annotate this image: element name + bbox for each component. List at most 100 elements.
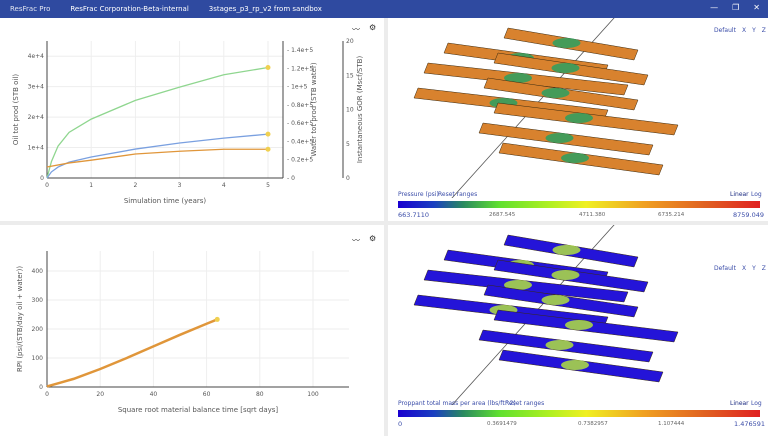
minimize-button[interactable]: — — [710, 3, 719, 12]
view-controls-bottom: Default X Y Z — [714, 265, 766, 272]
water-tick-label: - 1e+5 — [287, 84, 308, 91]
fracture-highlight — [552, 38, 581, 48]
proppant-colorbar — [398, 410, 760, 417]
y-tick-label: 4e+4 — [28, 53, 45, 60]
x-tick-label: 5 — [266, 182, 270, 189]
gear-icon[interactable]: ⚙ — [369, 23, 377, 32]
colorbar-tick: 0.3691479 — [487, 421, 517, 427]
x-tick-label: 2 — [133, 182, 137, 189]
x-tick-label: 60 — [203, 391, 211, 398]
x-axis-title: Simulation time (years) — [124, 197, 207, 205]
x-tick-label: 100 — [307, 391, 319, 398]
reset-ranges-button[interactable]: Reset ranges — [438, 191, 478, 198]
colorbar-tick: 0.7382957 — [578, 421, 608, 427]
pressure-colorbar — [398, 201, 760, 208]
gor-tick-label: 0 — [346, 175, 350, 182]
gor-tick-label: 15 — [346, 72, 354, 79]
water-tick-label: - 0.2e+5 — [287, 157, 313, 164]
y-tick-label: 400 — [32, 268, 44, 275]
default-view-button[interactable]: Default — [714, 27, 736, 34]
series-line-gor — [46, 148, 268, 168]
water-axis-title: Water tot prod (STB water) — [310, 62, 318, 156]
rpi-chart[interactable]: 0 20 40 60 80 100 0 100 200 300 400 Square root mat… — [0, 225, 384, 436]
fracture-highlight — [545, 133, 574, 143]
colorbar-title: Pressure (psi) — [398, 191, 439, 198]
gor-axis-title: Instantaneous GOR (Mscf/STB) — [356, 56, 364, 164]
x-tick-label: 1 — [89, 182, 93, 189]
y-tick-label: 0 — [40, 175, 44, 182]
y-axis-title: RPI (psi/(STB/day oil + water)) — [16, 266, 24, 372]
z-view-button[interactable]: Z — [761, 27, 766, 34]
colorbar-title: Proppant total mass per area (lbs/ft^2) — [398, 400, 516, 407]
water-tick-label: - 1.2e+5 — [287, 65, 313, 72]
fracture-highlight — [561, 360, 589, 370]
fracture-highlight — [565, 320, 593, 330]
water-tick-label: - 1.4e+5 — [287, 47, 313, 54]
x-view-button[interactable]: X — [741, 27, 747, 34]
x-view-button[interactable]: X — [741, 265, 747, 272]
x-tick-label: 0 — [45, 391, 49, 398]
x-tick-label: 20 — [96, 391, 104, 398]
log-scale-button[interactable]: Log — [751, 191, 762, 198]
chart-type-icon[interactable]: 〰 — [352, 236, 360, 245]
production-chart[interactable]: 0 1 2 3 4 5 0 1e+4 2e+4 3e+4 4e+4 - 0 - 0.2e+5 - 0.4e… — [0, 18, 384, 221]
colorbar-tick: 1.476591 — [734, 420, 766, 428]
gor-tick-label: 5 — [346, 141, 350, 148]
3d-view-proppant[interactable] — [388, 225, 768, 405]
y-tick-label: 0 — [39, 384, 43, 391]
gor-tick-label: 10 — [346, 107, 354, 114]
series-end-marker — [265, 146, 271, 152]
y-tick-label: 1e+4 — [28, 145, 45, 152]
x-tick-label: 3 — [178, 182, 182, 189]
fracture-highlight — [565, 113, 593, 123]
maximize-button[interactable]: ❐ — [732, 3, 740, 12]
water-tick-label: - 0.6e+5 — [287, 120, 313, 127]
x-tick-label: 40 — [150, 391, 158, 398]
x-axis-title: Square root material balance time [sqrt … — [118, 406, 279, 414]
linear-scale-button[interactable]: Linear — [730, 400, 749, 407]
fracture-highlight — [552, 245, 581, 255]
water-tick-label: - 0.4e+5 — [287, 138, 313, 145]
linear-scale-button[interactable]: Linear — [730, 191, 749, 198]
colorbar-tick: 2687.545 — [489, 212, 516, 218]
gear-icon[interactable]: ⚙ — [369, 234, 377, 243]
x-tick-label: 80 — [256, 391, 264, 398]
fracture-highlight — [545, 340, 574, 350]
fracture-highlight — [504, 73, 532, 83]
water-tick-label: - 0.8e+5 — [287, 102, 313, 109]
y-view-button[interactable]: Y — [752, 265, 756, 272]
series-end-marker — [214, 316, 220, 322]
colorbar-tick: 0 — [398, 420, 403, 428]
z-view-button[interactable]: Z — [761, 265, 766, 272]
vertical-splitter[interactable] — [384, 18, 388, 436]
fracture-highlight — [541, 88, 570, 98]
colorbar-tick: 1.107444 — [658, 421, 685, 427]
log-scale-button[interactable]: Log — [751, 400, 762, 407]
3d-view-pressure[interactable] — [388, 18, 768, 198]
gor-tick-label: 20 — [346, 38, 354, 45]
y-tick-label: 100 — [32, 355, 44, 362]
y-view-button[interactable]: Y — [752, 27, 756, 34]
colorbar-tick: 663.7110 — [398, 211, 430, 219]
x-tick-label: 0 — [45, 182, 49, 189]
app-name[interactable]: ResFrac Pro — [10, 5, 51, 13]
series-end-marker — [265, 131, 271, 137]
series-line-oil — [46, 133, 269, 179]
y-tick-label: 2e+4 — [28, 114, 45, 121]
rpi-line — [46, 318, 218, 388]
view-controls-top: Default X Y Z — [714, 27, 766, 34]
default-view-button[interactable]: Default — [714, 265, 736, 272]
fracture-highlight — [541, 295, 570, 305]
project-name[interactable]: 3stages_p3_rp_v2 from sandbox — [208, 5, 322, 13]
water-tick-label: - 0 — [287, 175, 295, 182]
chart-type-icon[interactable]: 〰 — [352, 25, 360, 34]
reset-ranges-button[interactable]: Reset ranges — [505, 400, 545, 407]
series-end-marker — [265, 64, 271, 70]
y-tick-label: 200 — [32, 326, 44, 333]
y-tick-label: 300 — [32, 297, 44, 304]
horizontal-splitter[interactable] — [0, 221, 768, 225]
org-name[interactable]: ResFrac Corporation-Beta-internal — [70, 5, 189, 13]
close-button[interactable]: ✕ — [753, 3, 760, 12]
colorbar-tick: 8759.049 — [733, 211, 765, 219]
colorbar-tick: 6735.214 — [658, 212, 685, 218]
